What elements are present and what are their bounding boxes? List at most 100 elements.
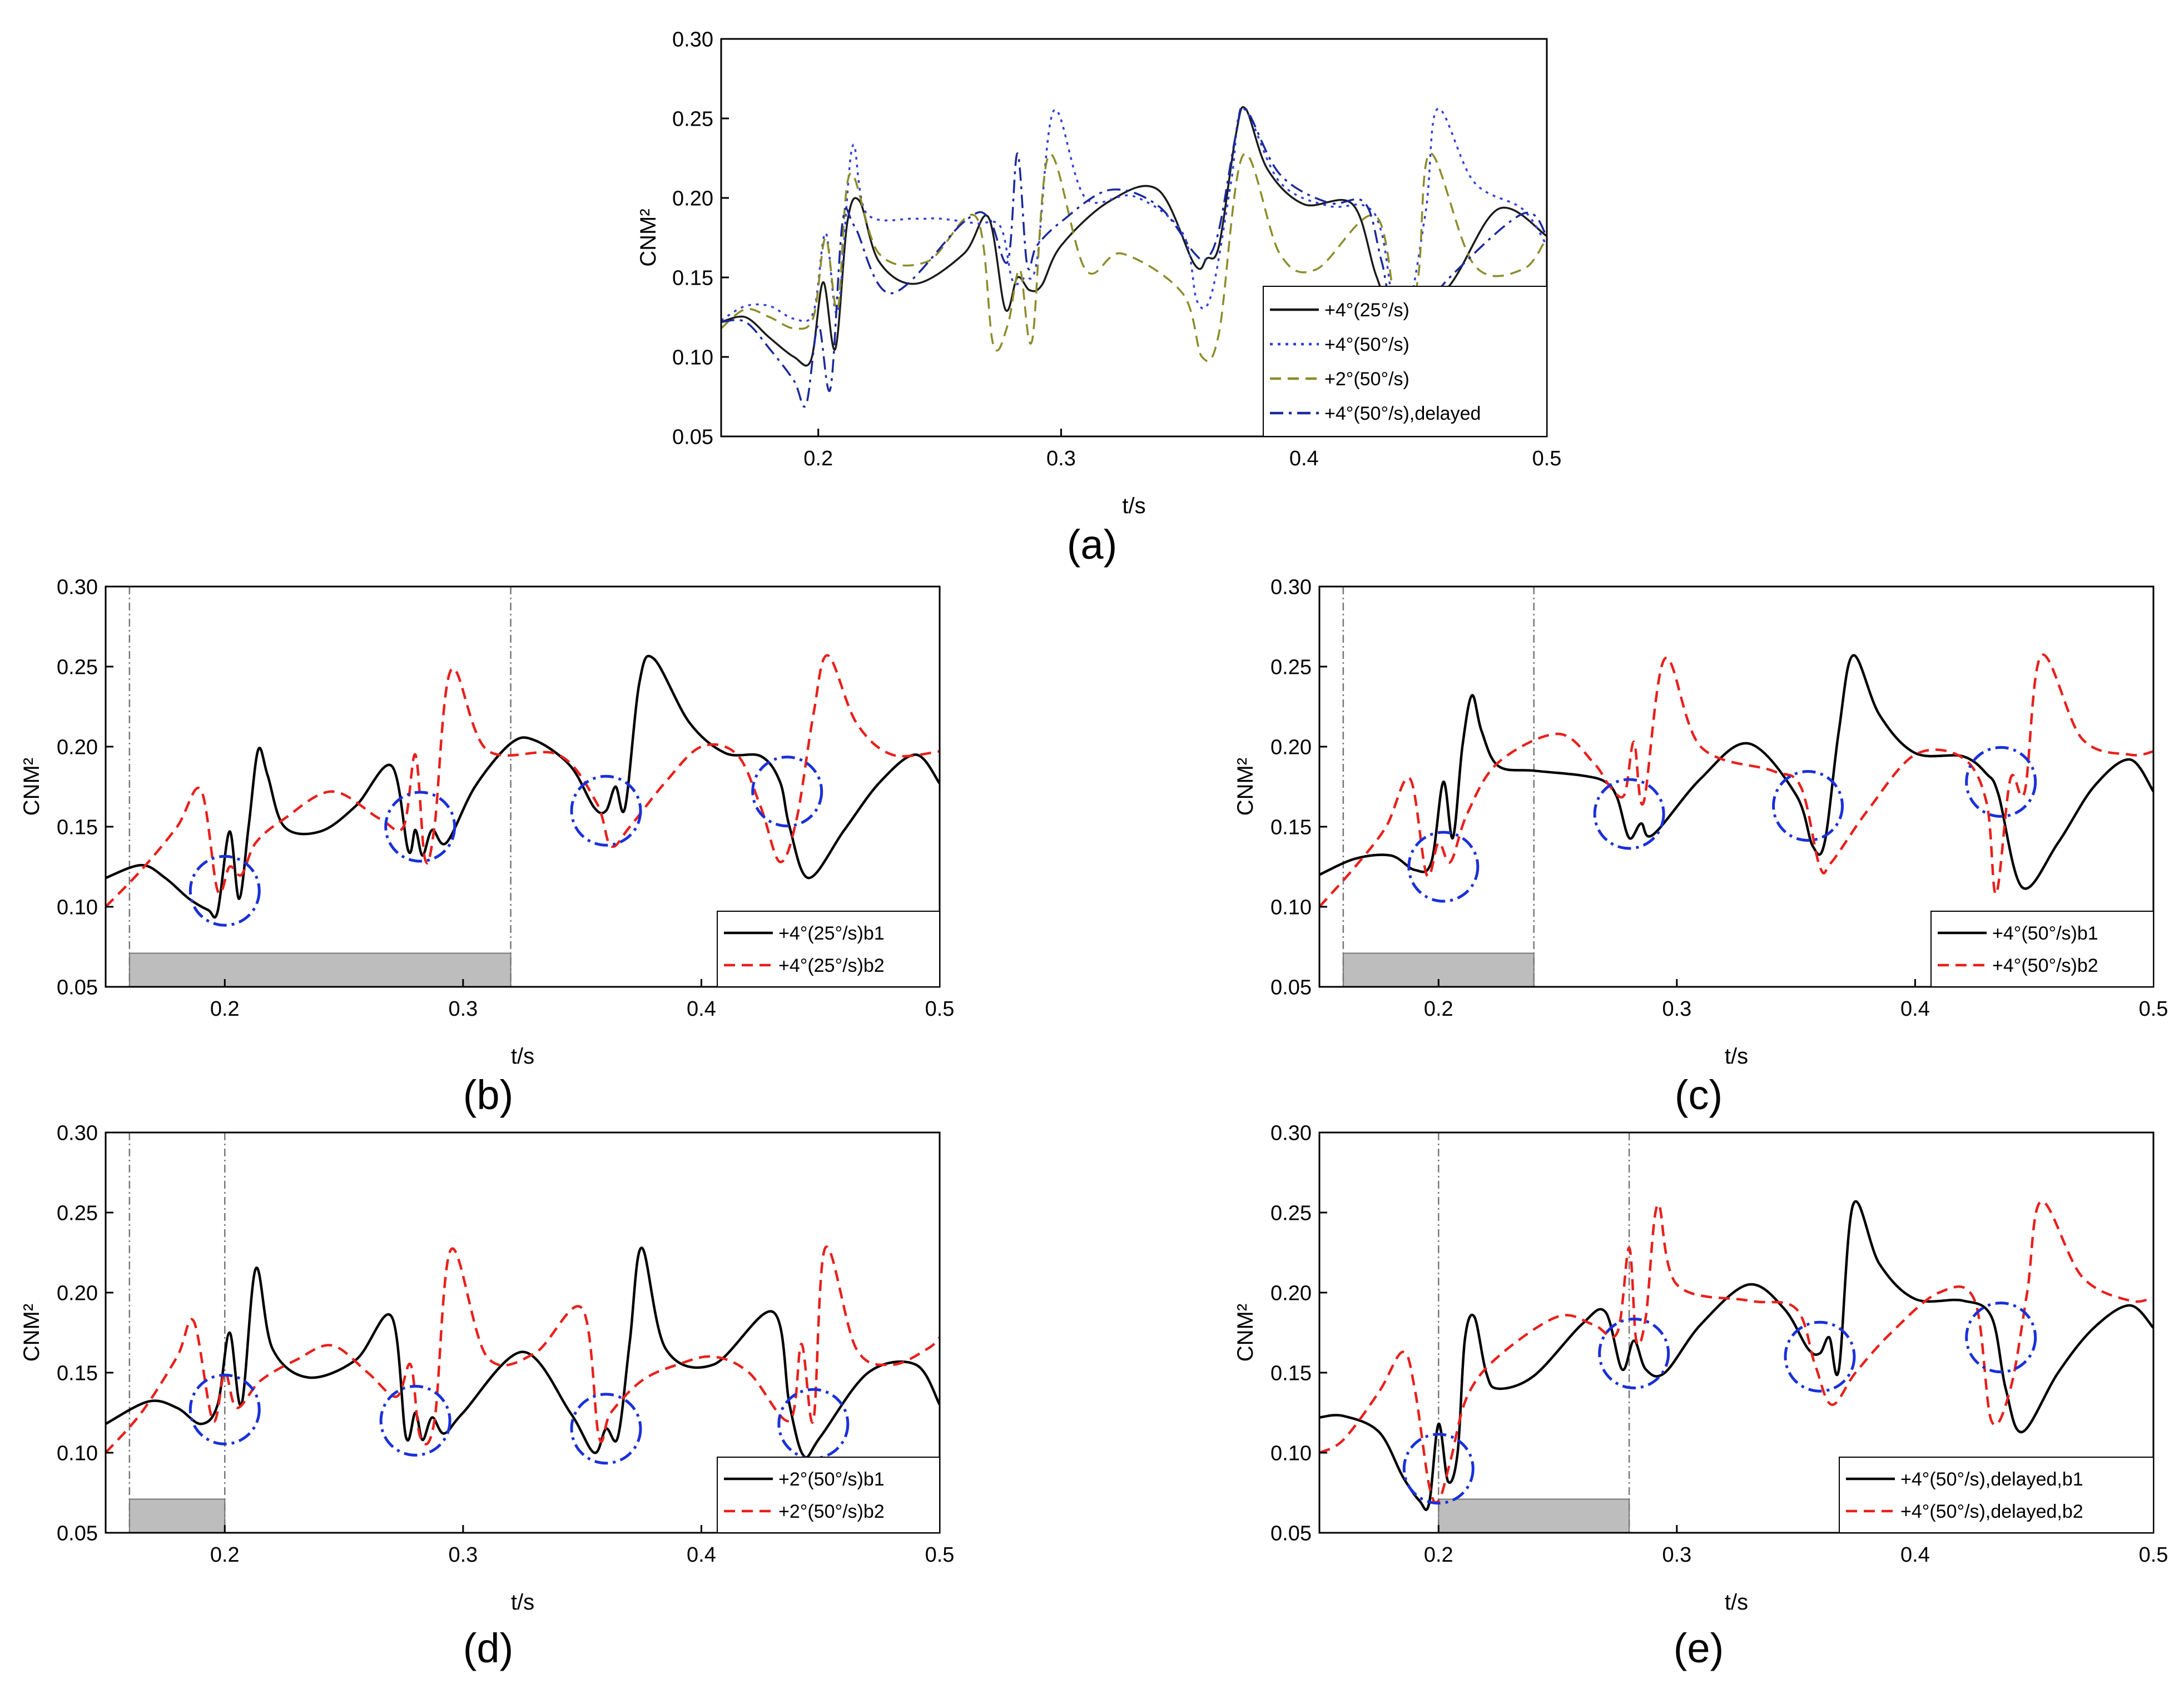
chart-c: 0.2 0.3 0.4 0.5 0.05 0.10 0.15 0.20 0.25 0.30 t/s C… bbox=[1233, 575, 2168, 1069]
legend-entry: +4°(50°/s),delayed,b1 bbox=[1900, 1469, 2083, 1490]
legend-box bbox=[717, 911, 940, 987]
x-tick-label: 0.2 bbox=[210, 997, 240, 1021]
series-line-4 bbox=[721, 106, 1547, 408]
legend-entry: +4°(25°/s)b2 bbox=[778, 955, 885, 976]
x-tick-label: 0.4 bbox=[1900, 1543, 1930, 1567]
y-axis-label: CNM² bbox=[19, 1304, 44, 1362]
legend-c: +4°(50°/s)b1 +4°(50°/s)b2 bbox=[1930, 911, 2154, 987]
legend-a: +4°(25°/s) +4°(50°/s) +2°(50°/s) +4°(50°/s)… bbox=[1263, 286, 1547, 437]
shaded-interval-bar bbox=[128, 1498, 226, 1534]
y-tick-label: 0.05 bbox=[1270, 976, 1312, 999]
y-tick-label: 0.10 bbox=[672, 346, 713, 369]
y-tick-label: 0.15 bbox=[672, 266, 713, 290]
legend-entry: +4°(50°/s),delayed,b2 bbox=[1900, 1501, 2083, 1522]
shaded-interval-bar bbox=[1438, 1498, 1630, 1534]
y-tick-label: 0.05 bbox=[57, 1522, 98, 1545]
legend-e: +4°(50°/s),delayed,b1 +4°(50°/s),delayed,… bbox=[1839, 1457, 2154, 1533]
y-axis-label: CNM² bbox=[1233, 1304, 1258, 1362]
y-tick-label: 0.30 bbox=[1270, 575, 1312, 599]
plot-frame bbox=[1318, 585, 2155, 988]
legend-entry: +4°(25°/s)b1 bbox=[778, 923, 885, 944]
x-axis-label: t/s bbox=[511, 1044, 534, 1069]
x-tick-label: 0.5 bbox=[925, 1543, 955, 1567]
highlight-circle bbox=[384, 791, 456, 863]
y-tick-label: 0.20 bbox=[672, 187, 713, 210]
legend-entry: +2°(50°/s) bbox=[1324, 369, 1409, 390]
highlight-circle bbox=[188, 855, 261, 927]
y-tick-label: 0.05 bbox=[672, 425, 713, 449]
highlight-circle bbox=[751, 756, 823, 828]
y-axis-label: CNM² bbox=[19, 758, 44, 816]
series-line-2 bbox=[106, 1245, 940, 1454]
shaded-interval-bar bbox=[128, 952, 512, 988]
y-tick-label: 0.15 bbox=[57, 816, 98, 839]
y-tick-label: 0.05 bbox=[1270, 1522, 1312, 1545]
legend-entry: +2°(50°/s)b1 bbox=[778, 1469, 885, 1490]
x-tick-label: 0.4 bbox=[1900, 997, 1930, 1021]
x-tick-label: 0.3 bbox=[1662, 997, 1691, 1021]
x-axis-label: t/s bbox=[511, 1590, 534, 1615]
x-axis-label: t/s bbox=[1725, 1590, 1748, 1615]
y-tick-label: 0.30 bbox=[1270, 1121, 1312, 1145]
y-tick-label: 0.20 bbox=[57, 1281, 98, 1305]
chart-e: 0.2 0.3 0.4 0.5 0.05 0.10 0.15 0.20 0.25 0.30 t/s C… bbox=[1233, 1121, 2168, 1615]
legend-d: +2°(50°/s)b1 +2°(50°/s)b2 bbox=[717, 1457, 940, 1533]
legend-entry: +4°(25°/s) bbox=[1324, 300, 1409, 321]
chart-b: 0.2 0.3 0.4 0.5 0.05 0.10 0.15 0.20 0.25 0.30 t/s C… bbox=[19, 575, 954, 1069]
y-tick-label: 0.10 bbox=[1270, 1442, 1312, 1465]
plot-frame bbox=[105, 1131, 941, 1534]
x-tick-label: 0.5 bbox=[2139, 997, 2168, 1021]
plot-frame bbox=[1318, 1131, 2155, 1534]
legend-box bbox=[1263, 286, 1547, 437]
y-tick-label: 0.10 bbox=[57, 896, 98, 919]
series-line-1 bbox=[721, 106, 1547, 367]
x-tick-label: 0.5 bbox=[1532, 447, 1562, 470]
series-line-1 bbox=[1319, 654, 2153, 890]
x-tick-label: 0.5 bbox=[2139, 1543, 2168, 1567]
series-line-2 bbox=[106, 654, 940, 908]
series-line-1 bbox=[106, 654, 940, 919]
y-tick-label: 0.05 bbox=[57, 976, 98, 999]
panel-label-b: (b) bbox=[463, 1072, 513, 1118]
legend-box bbox=[1930, 911, 2154, 987]
y-tick-label: 0.30 bbox=[57, 1121, 98, 1145]
x-tick-label: 0.2 bbox=[1424, 1543, 1453, 1567]
x-tick-label: 0.2 bbox=[803, 447, 833, 470]
highlight-circle bbox=[1407, 831, 1480, 903]
y-axis-label: CNM² bbox=[636, 208, 661, 266]
y-tick-label: 0.20 bbox=[1270, 736, 1312, 759]
panel-label-d: (d) bbox=[463, 1625, 513, 1671]
plot-area-d bbox=[106, 1245, 940, 1465]
chart-d: 0.2 0.3 0.4 0.5 0.05 0.10 0.15 0.20 0.25 0.30 t/s C… bbox=[19, 1121, 954, 1615]
y-tick-label: 0.25 bbox=[1270, 655, 1312, 679]
y-tick-label: 0.25 bbox=[672, 107, 713, 131]
legend-entry: +4°(50°/s) bbox=[1324, 334, 1409, 355]
highlight-circle bbox=[1772, 770, 1844, 842]
y-tick-label: 0.10 bbox=[57, 1442, 98, 1465]
plot-frame bbox=[105, 585, 941, 988]
x-tick-label: 0.4 bbox=[687, 1543, 716, 1567]
x-tick-label: 0.5 bbox=[925, 997, 955, 1021]
legend-entry: +4°(50°/s)b2 bbox=[1992, 955, 2098, 976]
legend-entry: +4°(50°/s),delayed bbox=[1324, 403, 1481, 424]
highlight-circle bbox=[188, 1373, 261, 1445]
x-tick-label: 0.3 bbox=[1046, 447, 1076, 470]
y-tick-label: 0.20 bbox=[57, 736, 98, 759]
series-line-2 bbox=[1319, 653, 2153, 908]
y-tick-label: 0.30 bbox=[57, 575, 98, 599]
legend-entry: +4°(50°/s)b1 bbox=[1992, 923, 2098, 944]
legend-box bbox=[1839, 1457, 2154, 1533]
series-line-1 bbox=[1319, 1200, 2153, 1511]
highlight-circle bbox=[570, 1393, 642, 1465]
chart-a: 0.2 0.3 0.4 0.5 0.05 0.10 0.15 0.20 0.25 0.30 t/s C… bbox=[636, 28, 1561, 518]
x-tick-label: 0.4 bbox=[1289, 447, 1319, 470]
panel-label-e: (e) bbox=[1674, 1625, 1724, 1671]
x-tick-label: 0.3 bbox=[448, 1543, 478, 1567]
y-tick-label: 0.15 bbox=[57, 1362, 98, 1385]
x-tick-label: 0.2 bbox=[1424, 997, 1453, 1021]
highlight-circle bbox=[1598, 1317, 1670, 1389]
x-axis-label: t/s bbox=[1122, 494, 1145, 518]
plot-frame bbox=[720, 38, 1548, 438]
y-tick-label: 0.15 bbox=[1270, 1362, 1312, 1385]
